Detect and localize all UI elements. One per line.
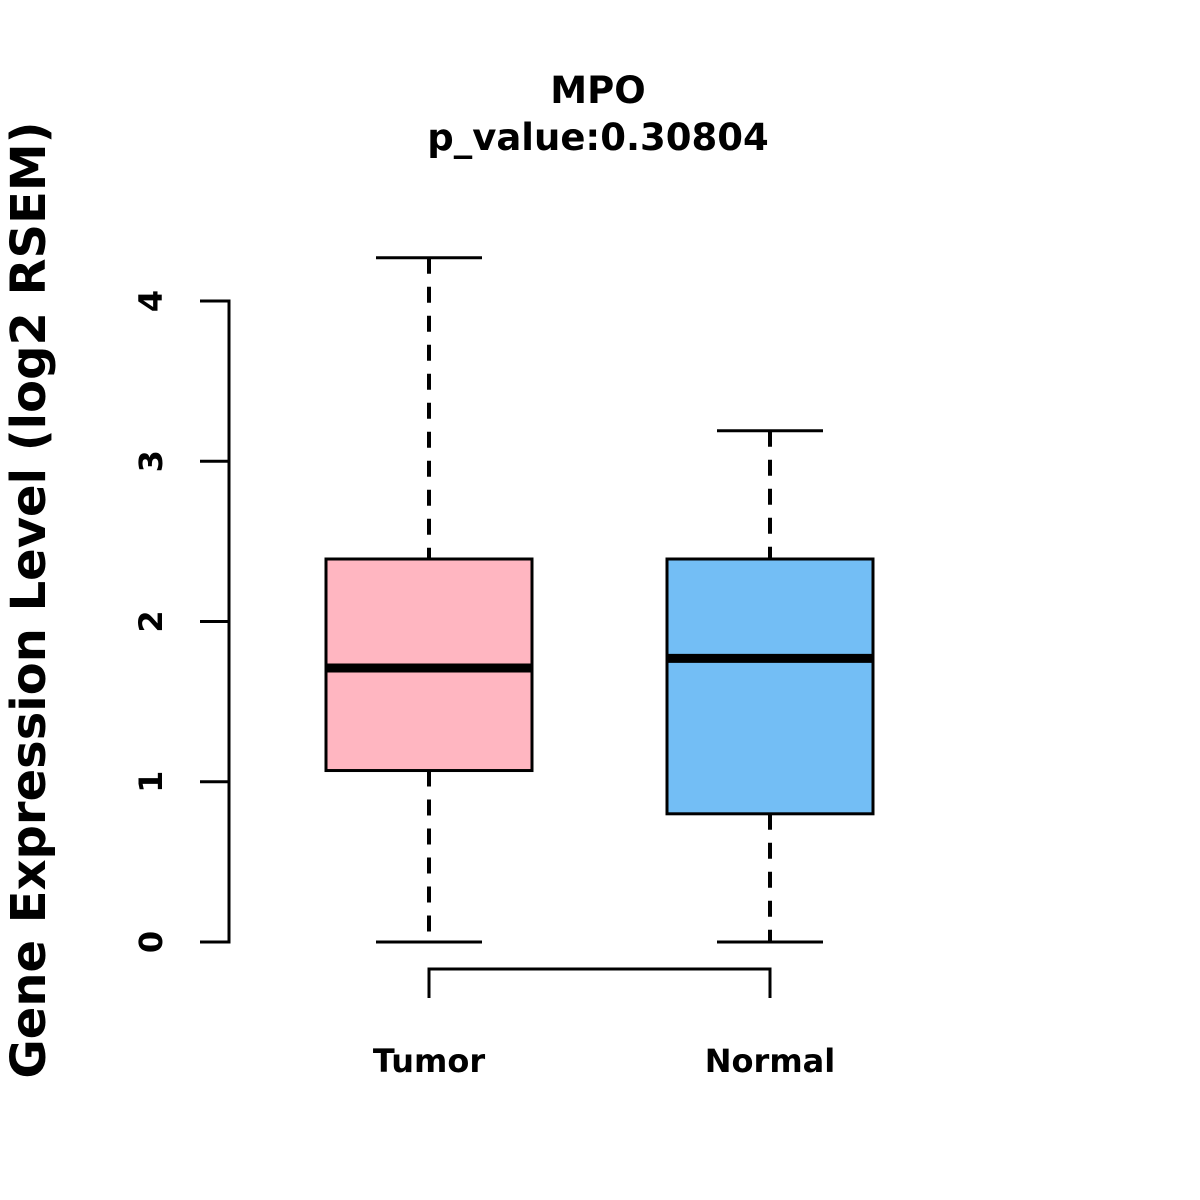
y-tick-label: 3 — [132, 450, 170, 472]
comparison-bracket-path — [427, 967, 772, 998]
y-axis: 0 1 2 3 4 — [132, 290, 231, 953]
y-tick-label: 4 — [132, 290, 170, 312]
x-category-label: Normal — [705, 1042, 835, 1080]
comparison-bracket — [427, 967, 772, 998]
y-tick-label: 1 — [132, 771, 170, 793]
y-tick-label: 2 — [132, 610, 170, 632]
chart-subtitle: p_value:0.30804 — [427, 116, 769, 159]
x-category-labels: Tumor Normal — [373, 1042, 835, 1080]
y-tick-label: 0 — [132, 931, 170, 953]
chart-title: MPO — [550, 69, 645, 112]
x-category-label: Tumor — [373, 1042, 485, 1080]
y-axis-label: Gene Expression Level (log2 RSEM) — [1, 121, 57, 1078]
box-series — [324, 256, 875, 944]
iqr-box — [665, 557, 875, 816]
